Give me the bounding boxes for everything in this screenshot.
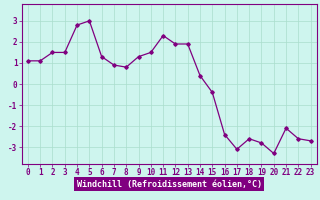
X-axis label: Windchill (Refroidissement éolien,°C): Windchill (Refroidissement éolien,°C) bbox=[77, 180, 262, 189]
